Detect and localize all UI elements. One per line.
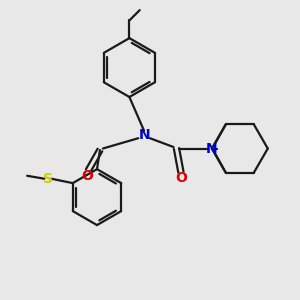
Text: O: O bbox=[81, 169, 93, 183]
Text: S: S bbox=[43, 172, 53, 186]
Text: O: O bbox=[175, 171, 187, 185]
Text: N: N bbox=[138, 128, 150, 142]
Text: N: N bbox=[206, 142, 218, 155]
